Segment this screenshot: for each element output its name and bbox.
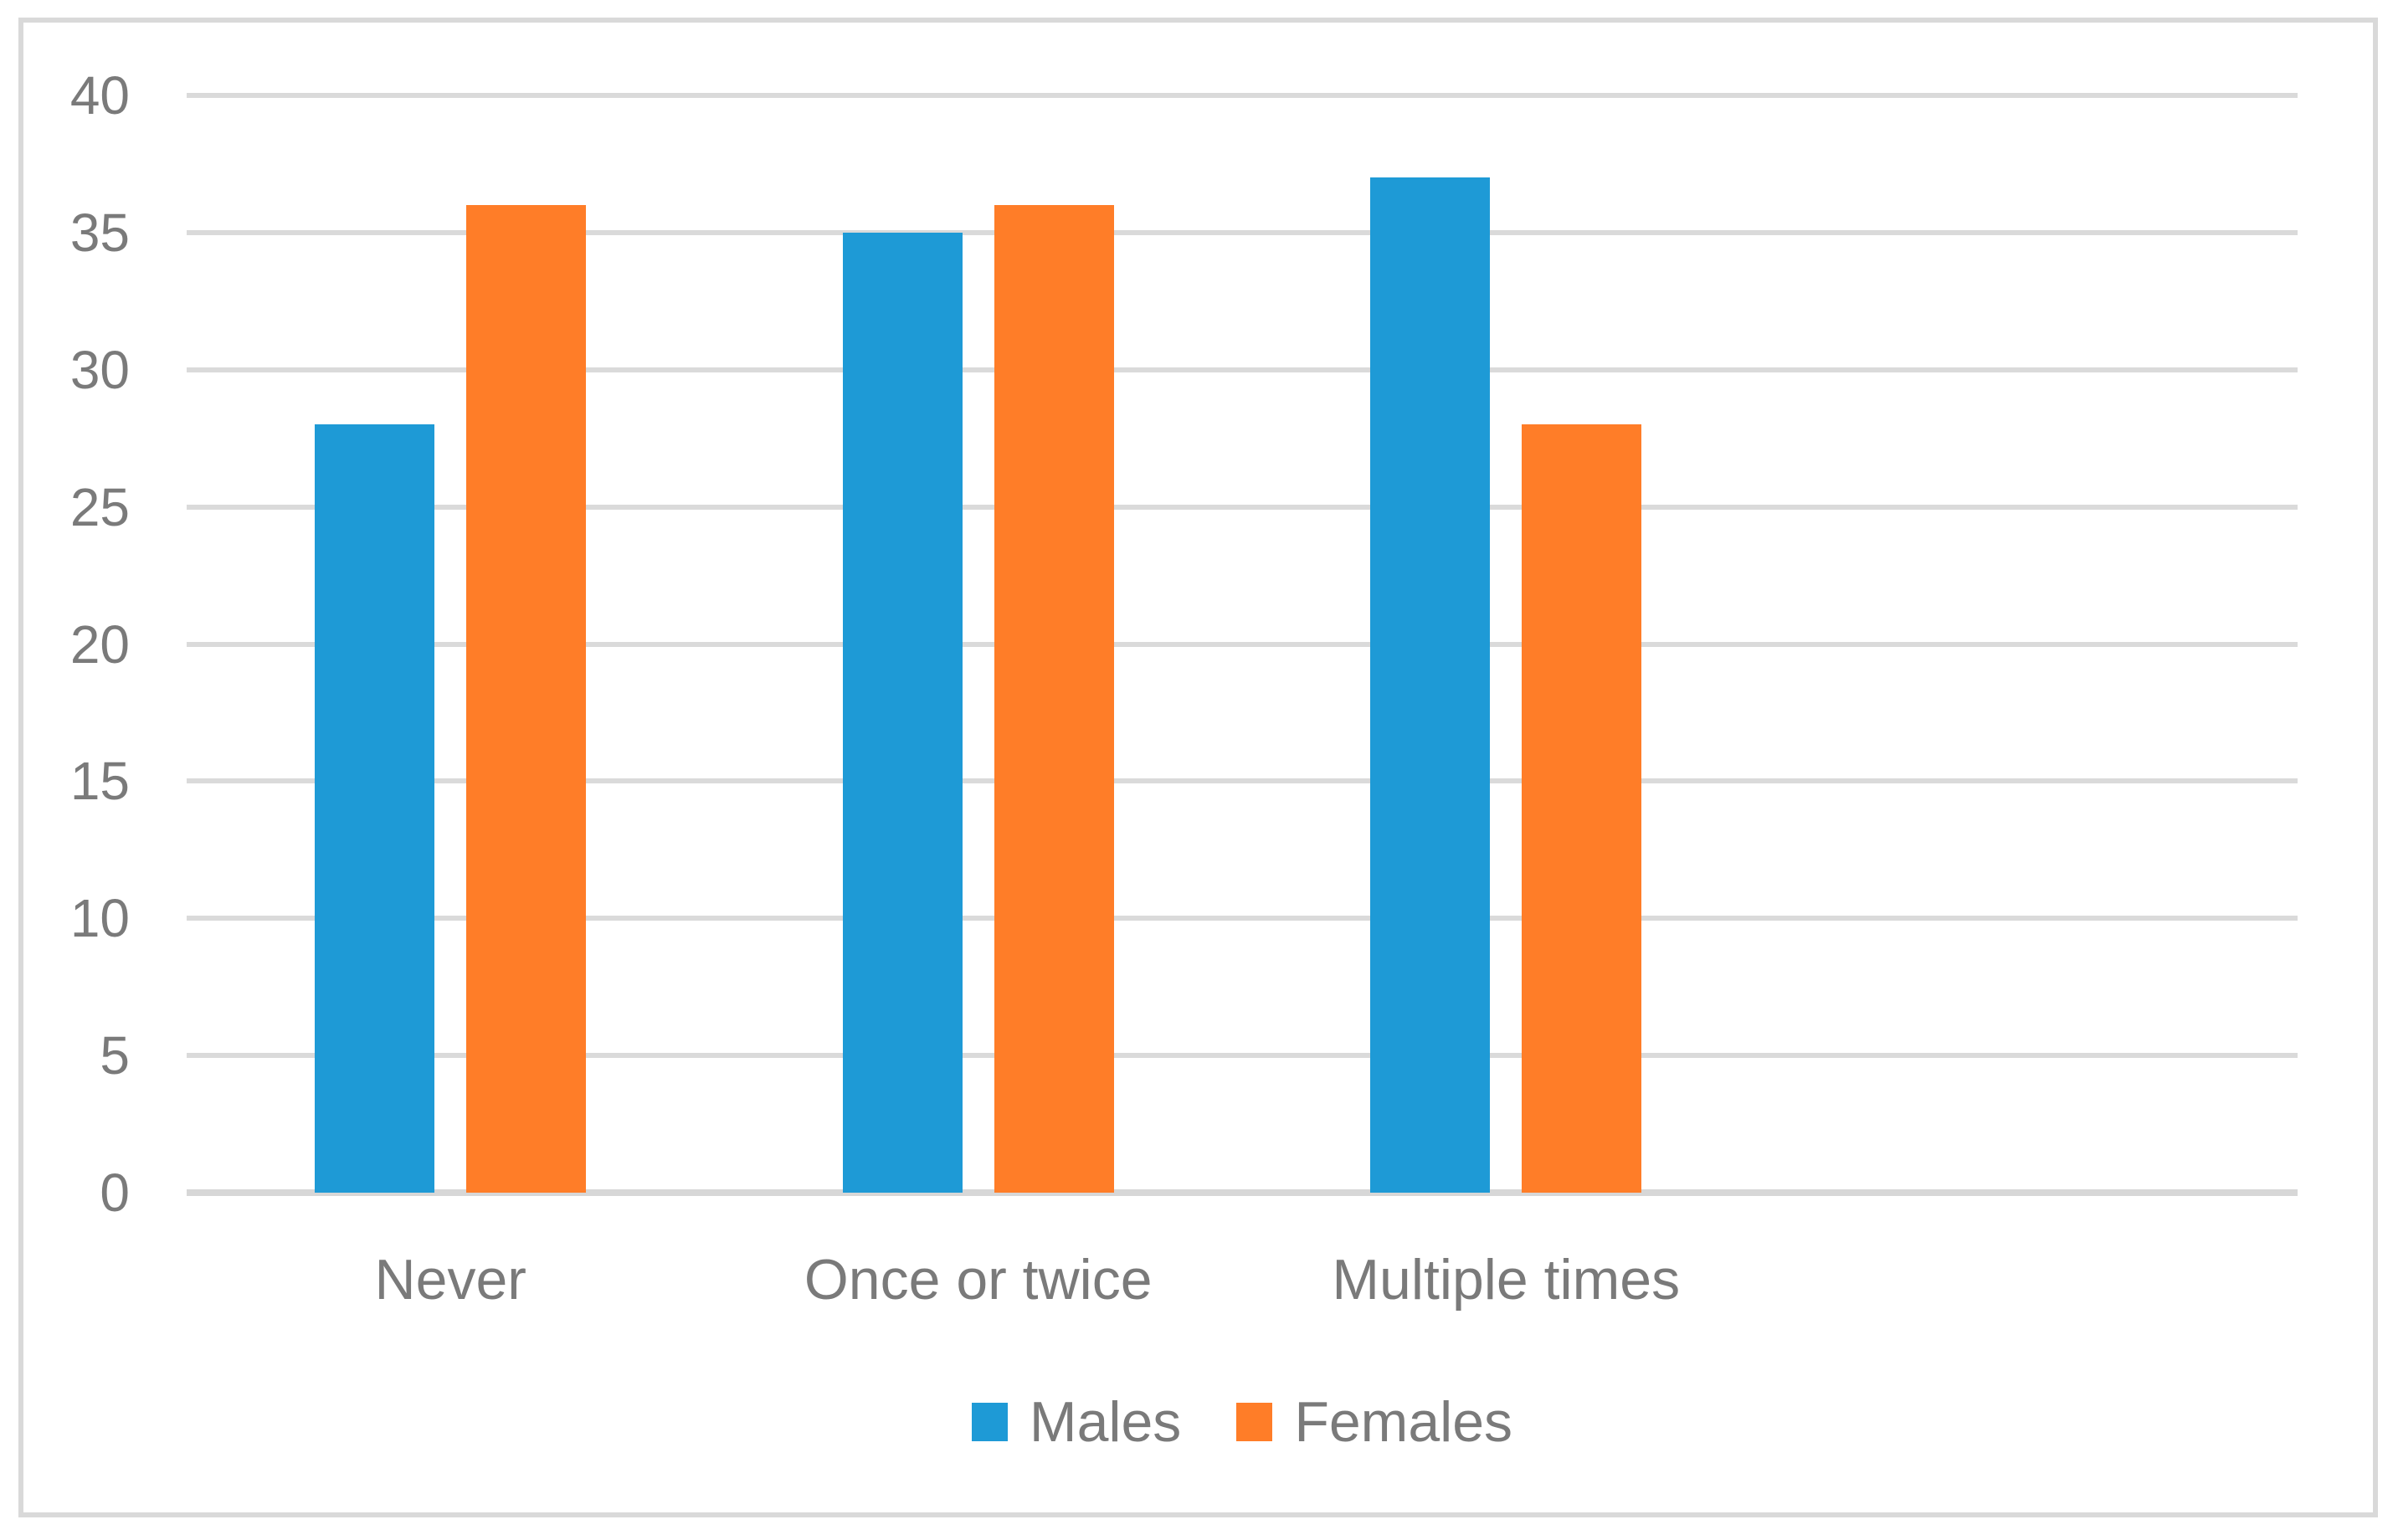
y-tick-label-20: 20: [69, 613, 130, 675]
legend-label-males: Males: [1029, 1390, 1182, 1454]
y-tick-label-40: 40: [69, 65, 130, 126]
legend: Males Females: [187, 1389, 2298, 1455]
gridline-40: [187, 93, 2298, 98]
y-tick-label-30: 30: [69, 339, 130, 400]
males-swatch-icon: [971, 1403, 1008, 1441]
legend-label-females: Females: [1294, 1390, 1513, 1454]
bar-males-once-or-twice: [842, 232, 963, 1193]
gridline-25: [187, 504, 2298, 510]
females-swatch-icon: [1236, 1403, 1273, 1441]
legend-item-females: Females: [1236, 1389, 1512, 1455]
legend-item-males: Males: [971, 1389, 1182, 1455]
y-axis: 0 5 10 15 20 25 30 35 40: [0, 0, 130, 1540]
category-label-never: Never: [374, 1248, 526, 1312]
y-tick-label-15: 15: [69, 751, 130, 812]
category-label-once-or-twice: Once or twice: [804, 1248, 1153, 1312]
y-tick-label-5: 5: [100, 1025, 130, 1086]
bar-males-never: [315, 424, 435, 1193]
plot-area: [187, 93, 2298, 1196]
gridline-5: [187, 1053, 2298, 1059]
gridline-15: [187, 778, 2298, 784]
gridline-35: [187, 229, 2298, 235]
bar-females-never: [466, 205, 587, 1193]
y-tick-label-25: 25: [69, 476, 130, 537]
y-tick-label-10: 10: [69, 888, 130, 949]
bar-males-multiple-times: [1370, 177, 1491, 1193]
y-tick-label-35: 35: [69, 202, 130, 263]
gridline-10: [187, 916, 2298, 921]
x-axis-line: [187, 1189, 2298, 1196]
bar-females-multiple-times: [1522, 424, 1642, 1193]
gridline-20: [187, 641, 2298, 647]
bar-females-once-or-twice: [994, 205, 1114, 1193]
category-label-multiple-times: Multiple times: [1332, 1248, 1681, 1312]
y-tick-label-0: 0: [100, 1163, 130, 1223]
gridline-30: [187, 367, 2298, 372]
